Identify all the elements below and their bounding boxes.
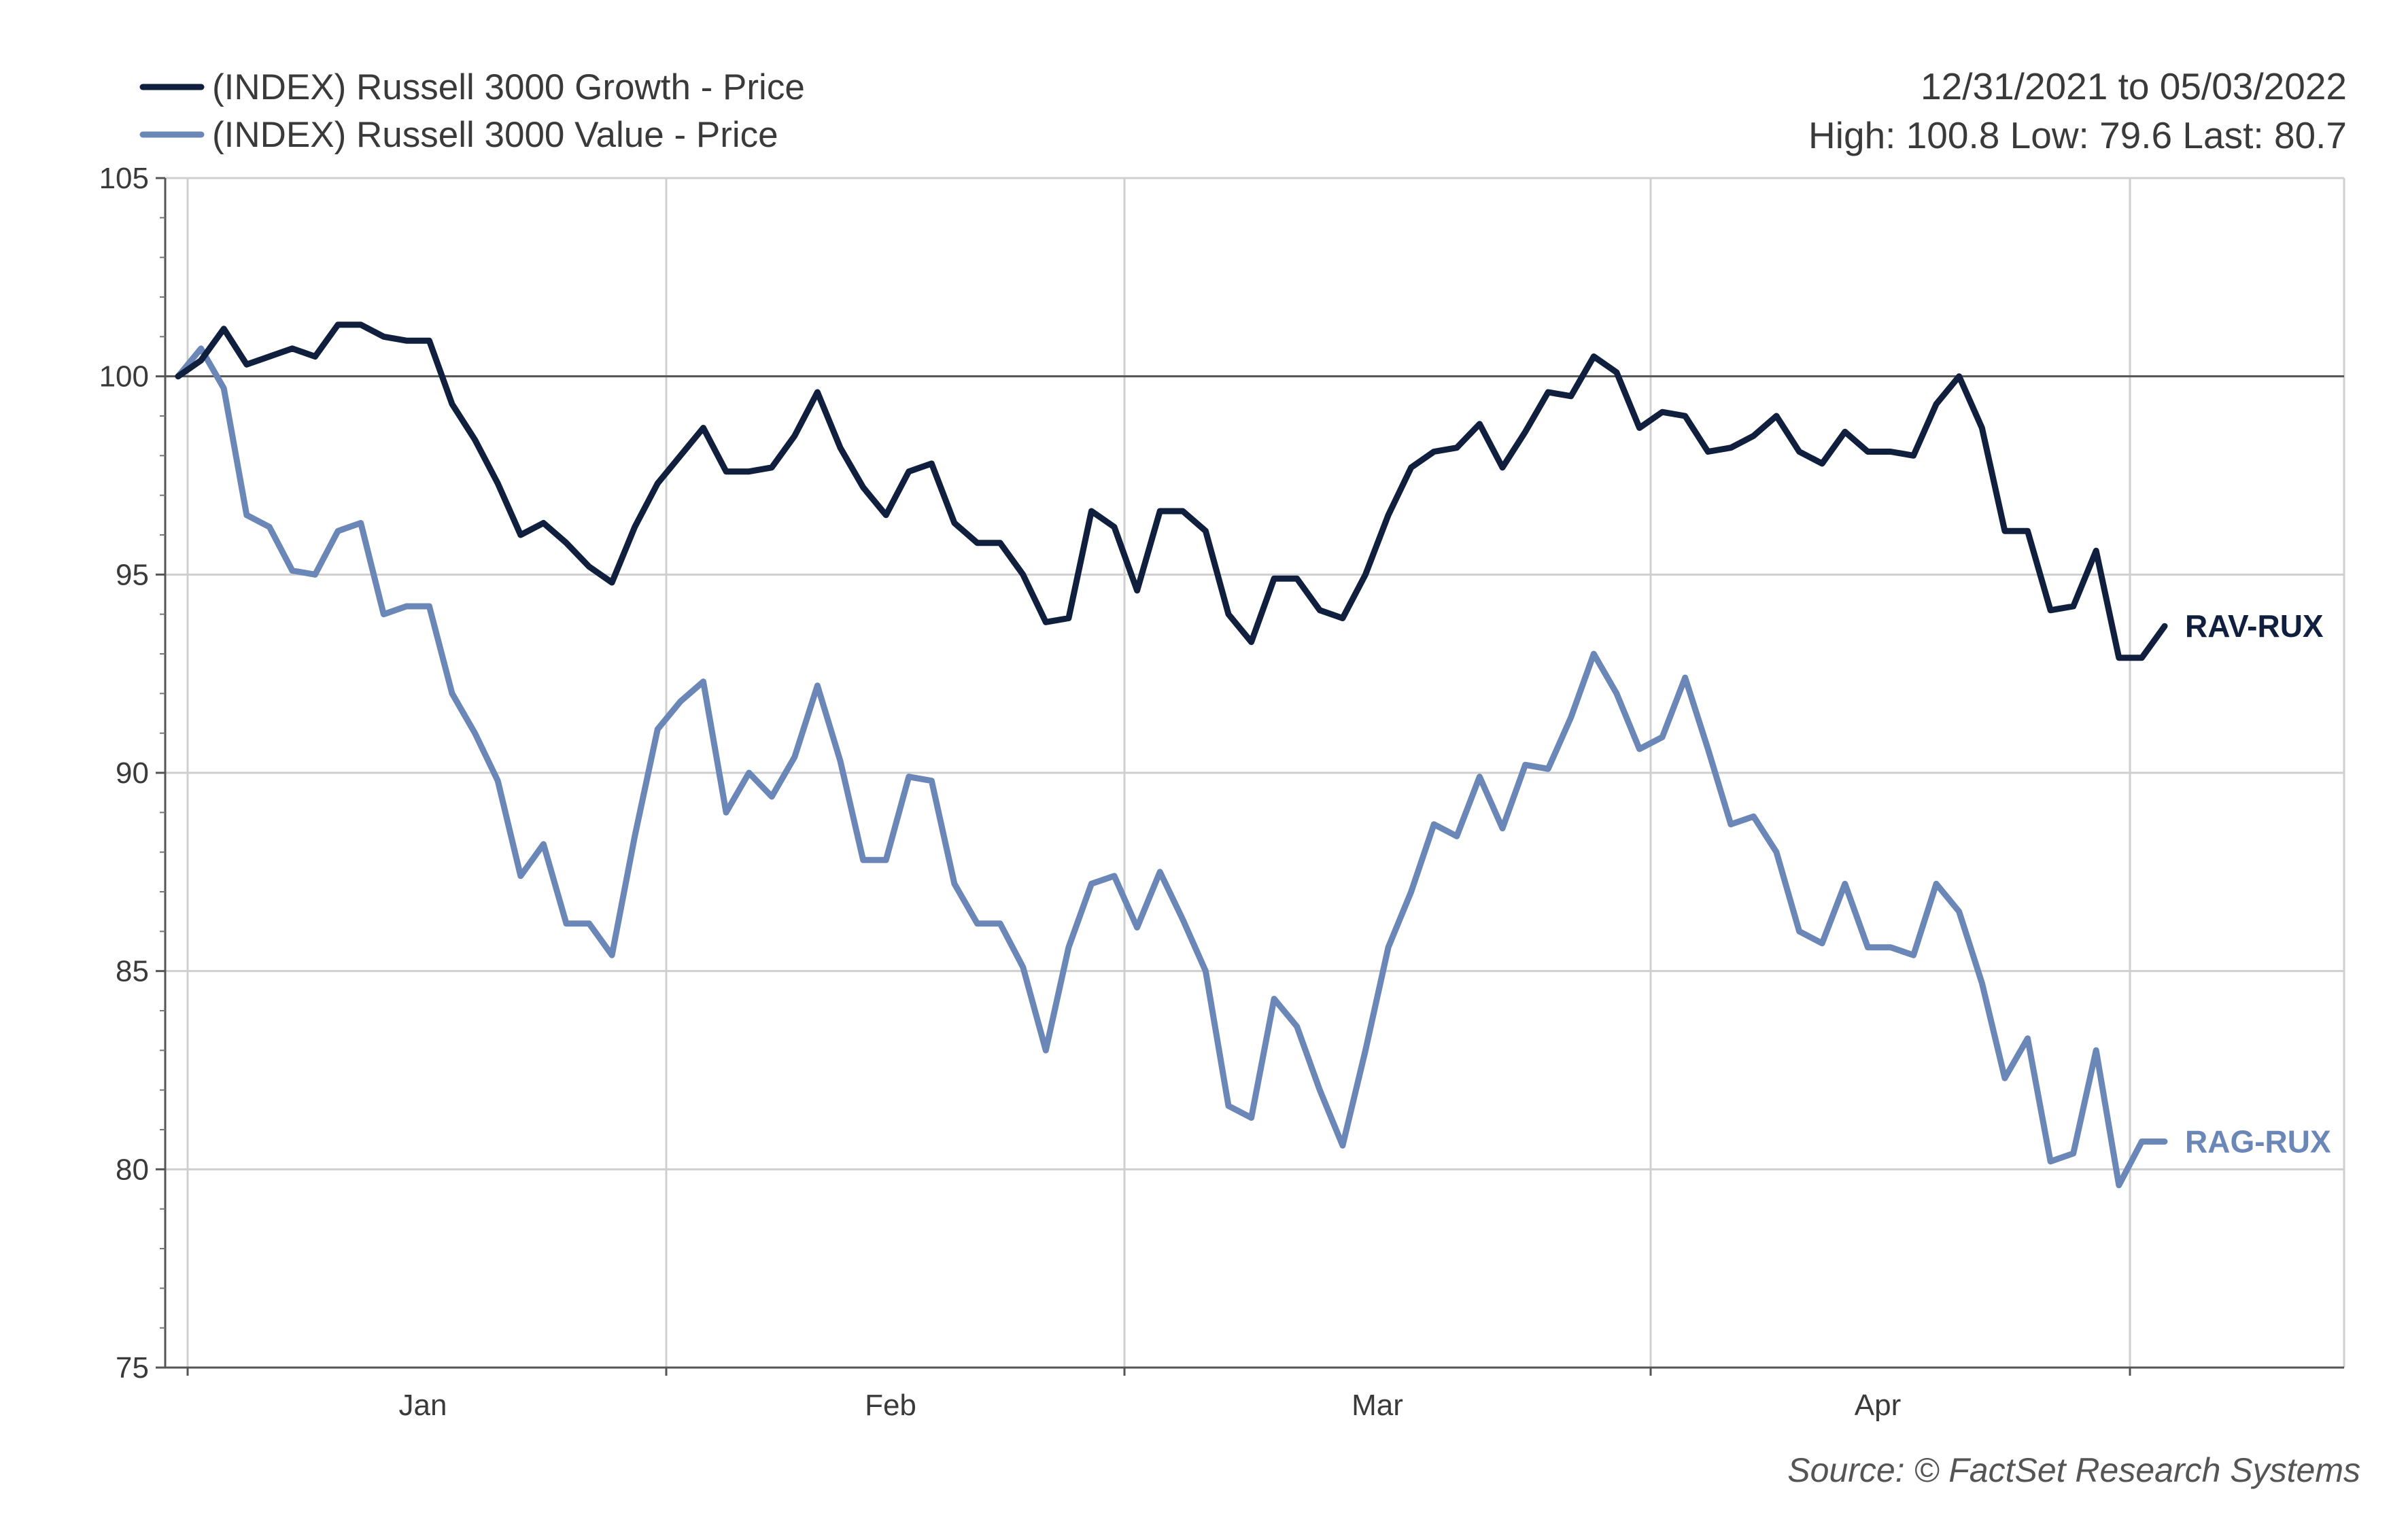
y-tick-label: 75: [116, 1351, 149, 1385]
series-line-value: [175, 345, 2168, 1189]
end-label-value: RAG-RUX: [2185, 1124, 2331, 1160]
x-tick-label: Apr: [1855, 1389, 1901, 1422]
source-text: Source: © FactSet Research Systems: [1787, 1451, 2360, 1489]
y-axis-ticks: 105 100 95 90 85 80 75: [99, 162, 165, 1385]
legend-label-growth: (INDEX) Russell 3000 Growth - Price: [212, 67, 805, 107]
x-tick-label: Jan: [399, 1389, 447, 1422]
y-tick-label: 100: [99, 360, 149, 394]
x-axis-ticks: Jan Feb Mar Apr: [186, 1368, 2131, 1422]
date-range-text: 12/31/2021 to 05/03/2022: [1921, 65, 2347, 107]
end-label-growth: RAV-RUX: [2185, 608, 2324, 644]
series-line-growth: [175, 321, 2168, 661]
end-labels: RAG-RUX RAV-RUX: [2185, 608, 2331, 1159]
legend-label-value: (INDEX) Russell 3000 Value - Price: [212, 115, 778, 155]
legend: (INDEX) Russell 3000 Growth - Price (IND…: [139, 67, 805, 155]
x-tick-label: Mar: [1352, 1389, 1403, 1422]
y-tick-label: 90: [116, 757, 149, 790]
stats-text: High: 100.8 Low: 79.6 Last: 80.7: [1808, 114, 2347, 156]
y-tick-label: 105: [99, 162, 149, 195]
y-tick-label: 85: [116, 955, 149, 988]
series-lines: [175, 321, 2168, 1189]
y-tick-label: 80: [116, 1153, 149, 1186]
x-tick-label: Feb: [865, 1389, 916, 1422]
y-tick-label: 95: [116, 558, 149, 591]
